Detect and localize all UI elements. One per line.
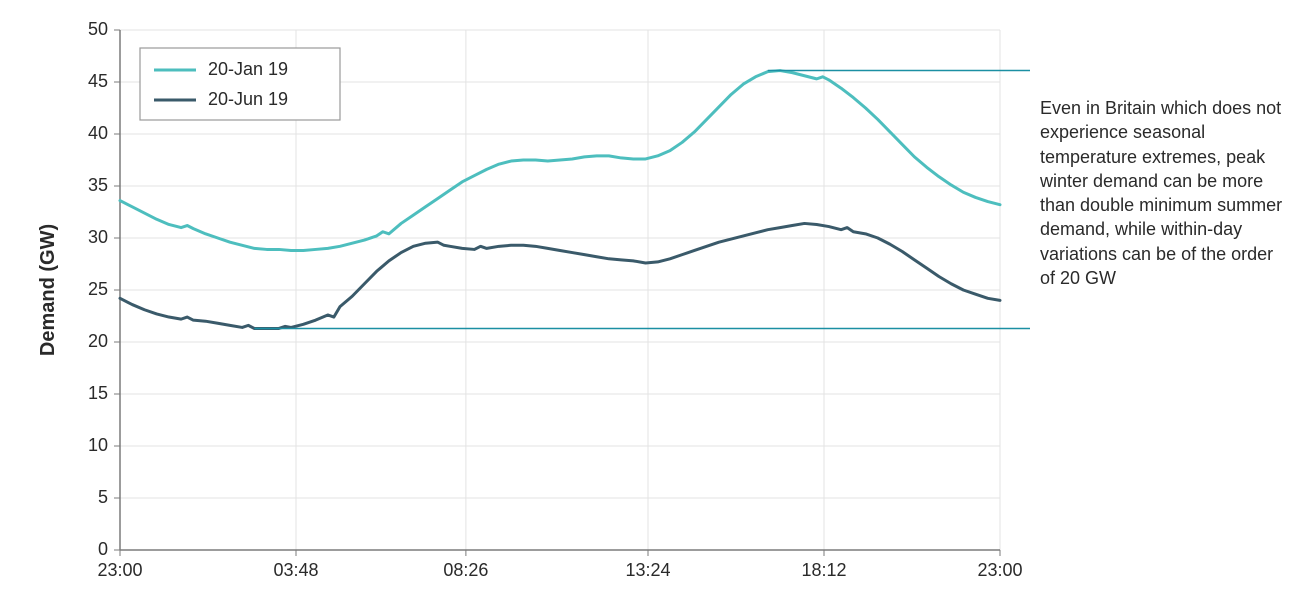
y-tick-label: 40	[88, 123, 108, 143]
legend-label-1: 20-Jun 19	[208, 89, 288, 109]
x-tick-label: 23:00	[97, 560, 142, 580]
y-tick-label: 35	[88, 175, 108, 195]
y-tick-label: 25	[88, 279, 108, 299]
y-axis-label: Demand (GW)	[37, 224, 59, 356]
x-tick-label: 08:26	[443, 560, 488, 580]
y-tick-label: 15	[88, 383, 108, 403]
y-tick-label: 45	[88, 71, 108, 91]
legend-label-0: 20-Jan 19	[208, 59, 288, 79]
chart-svg: 0 5 10 15 20 25 30 35 40 45 50 23:00 03:48 08:26 13:24…	[30, 10, 1030, 590]
y-tick-label: 50	[88, 19, 108, 39]
x-tick-label: 23:00	[977, 560, 1022, 580]
y-tick-label: 30	[88, 227, 108, 247]
x-tick-label: 03:48	[273, 560, 318, 580]
y-tick-label: 5	[98, 487, 108, 507]
y-tick-label: 20	[88, 331, 108, 351]
y-tick-label: 10	[88, 435, 108, 455]
x-tick-label: 18:12	[801, 560, 846, 580]
demand-chart: 0 5 10 15 20 25 30 35 40 45 50 23:00 03:48 08:26 13:24…	[30, 10, 1030, 590]
annotation-text: Even in Britain which does not experienc…	[1040, 96, 1290, 290]
x-tick-label: 13:24	[625, 560, 670, 580]
y-tick-label: 0	[98, 539, 108, 559]
page: 0 5 10 15 20 25 30 35 40 45 50 23:00 03:48 08:26 13:24…	[0, 0, 1300, 606]
